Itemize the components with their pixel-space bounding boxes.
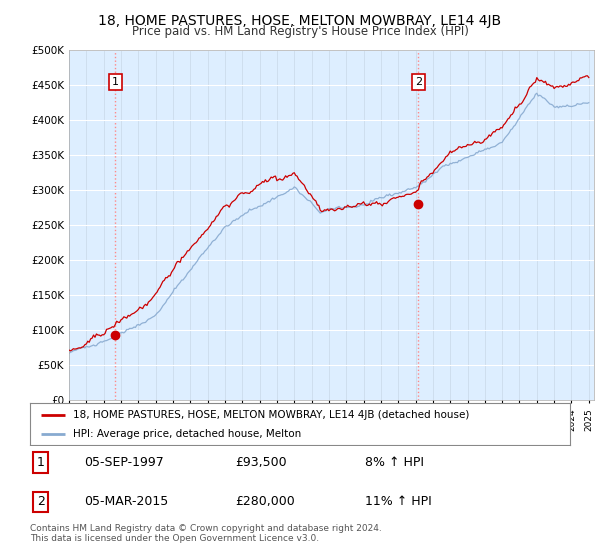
Text: HPI: Average price, detached house, Melton: HPI: Average price, detached house, Melt… [73, 429, 301, 439]
Text: Contains HM Land Registry data © Crown copyright and database right 2024.
This d: Contains HM Land Registry data © Crown c… [30, 524, 382, 543]
Text: 1: 1 [37, 456, 45, 469]
Text: 1: 1 [112, 77, 119, 87]
Text: £280,000: £280,000 [235, 495, 295, 508]
Text: 05-SEP-1997: 05-SEP-1997 [84, 456, 164, 469]
Text: 11% ↑ HPI: 11% ↑ HPI [365, 495, 431, 508]
Text: 2: 2 [415, 77, 422, 87]
Text: Price paid vs. HM Land Registry's House Price Index (HPI): Price paid vs. HM Land Registry's House … [131, 25, 469, 38]
Text: 2: 2 [37, 495, 45, 508]
Text: 05-MAR-2015: 05-MAR-2015 [84, 495, 168, 508]
Text: £93,500: £93,500 [235, 456, 287, 469]
Text: 18, HOME PASTURES, HOSE, MELTON MOWBRAY, LE14 4JB (detached house): 18, HOME PASTURES, HOSE, MELTON MOWBRAY,… [73, 409, 470, 419]
Text: 8% ↑ HPI: 8% ↑ HPI [365, 456, 424, 469]
Text: 18, HOME PASTURES, HOSE, MELTON MOWBRAY, LE14 4JB: 18, HOME PASTURES, HOSE, MELTON MOWBRAY,… [98, 14, 502, 28]
